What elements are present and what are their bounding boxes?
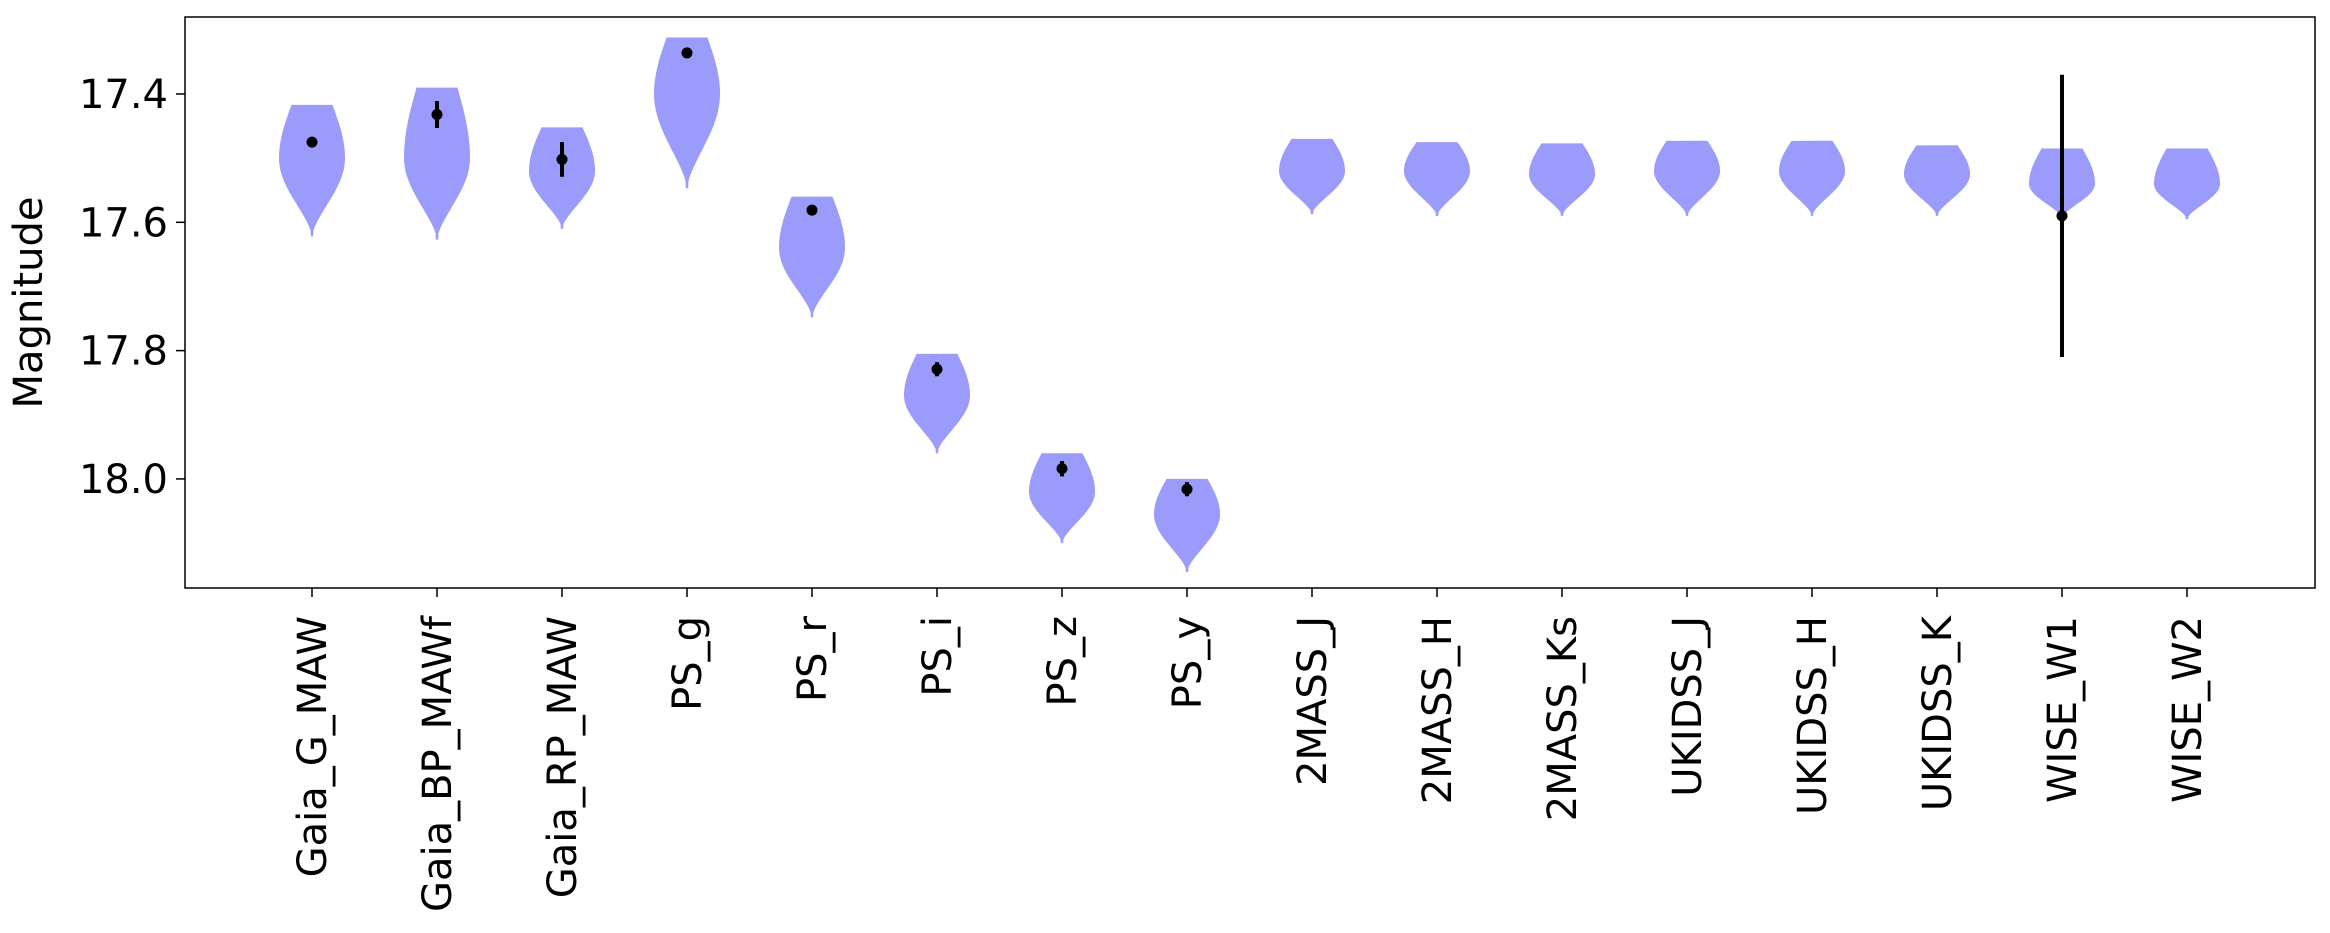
observed-point-PS_y <box>1181 483 1193 495</box>
violin-PS_g <box>654 37 720 189</box>
observed-point-Gaia_RP_MAW <box>556 153 568 165</box>
violin-Gaia_RP_MAW <box>529 127 595 229</box>
violin-PS_y <box>1154 478 1220 572</box>
x-tick-label-Gaia_BP_MAWf: Gaia_BP_MAWf <box>415 615 461 912</box>
violin-2MASS_H <box>1404 142 1470 216</box>
observed-point-PS_z <box>1056 463 1068 475</box>
violin-PS_z <box>1029 453 1095 544</box>
violin-PS_i <box>904 353 970 454</box>
observed-point-Gaia_G_MAW <box>306 136 318 148</box>
plot-frame <box>184 16 2316 589</box>
x-tick-label-PS_g: PS_g <box>665 616 711 711</box>
observed-point-WISE_W1 <box>2056 210 2068 222</box>
violin-Gaia_BP_MAWf <box>404 87 470 240</box>
x-tick-label-PS_r: PS_r <box>790 615 836 702</box>
violin-PS_r <box>779 196 845 318</box>
violin-Gaia_G_MAW <box>279 104 345 237</box>
x-tick-label-WISE_W2: WISE_W2 <box>2165 616 2211 803</box>
observed-point-PS_i <box>931 363 943 375</box>
x-tick-label-2MASS_J: 2MASS_J <box>1290 616 1336 786</box>
x-tick-label-UKIDSS_J: UKIDSS_J <box>1665 616 1711 797</box>
x-tick-label-Gaia_RP_MAW: Gaia_RP_MAW <box>540 616 586 898</box>
y-axis-label: Magnitude <box>6 197 52 409</box>
y-tick-label: 17.8 <box>79 329 168 375</box>
observed-point-PS_r <box>806 204 818 216</box>
violin-WISE_W2 <box>2154 148 2220 220</box>
violin-2MASS_Ks <box>1529 143 1595 216</box>
y-tick-label: 17.6 <box>79 200 168 246</box>
x-tick-label-PS_z: PS_z <box>1040 616 1086 707</box>
x-ticks-layer: Gaia_G_MAW Gaia_BP_MAWf Gaia_RP_MAW PS_g PS_… <box>290 588 2211 912</box>
violin-2MASS_J <box>1279 138 1345 214</box>
observed-point-Gaia_BP_MAWf <box>431 109 443 121</box>
x-tick-label-2MASS_Ks: 2MASS_Ks <box>1540 616 1586 821</box>
x-tick-label-PS_y: PS_y <box>1165 616 1211 709</box>
x-tick-label-WISE_W1: WISE_W1 <box>2040 616 2086 803</box>
x-tick-label-Gaia_G_MAW: Gaia_G_MAW <box>290 616 336 877</box>
violins-layer <box>279 37 2220 572</box>
x-tick-label-UKIDSS_H: UKIDSS_H <box>1790 616 1836 815</box>
x-tick-label-PS_i: PS_i <box>915 616 961 697</box>
y-tick-label: 18.0 <box>79 457 168 503</box>
x-tick-label-2MASS_H: 2MASS_H <box>1415 616 1461 804</box>
observed-markers-layer <box>306 47 2068 497</box>
observed-point-PS_g <box>681 47 693 59</box>
y-tick-label: 17.4 <box>79 72 168 118</box>
x-tick-label-UKIDSS_K: UKIDSS_K <box>1915 614 1961 811</box>
violin-UKIDSS_K <box>1904 145 1970 216</box>
violin-UKIDSS_H <box>1779 140 1845 216</box>
violin-UKIDSS_J <box>1654 140 1720 216</box>
y-ticks-layer: 17.4 17.6 17.8 18.0 <box>79 72 185 503</box>
axes-layer <box>184 16 2316 589</box>
